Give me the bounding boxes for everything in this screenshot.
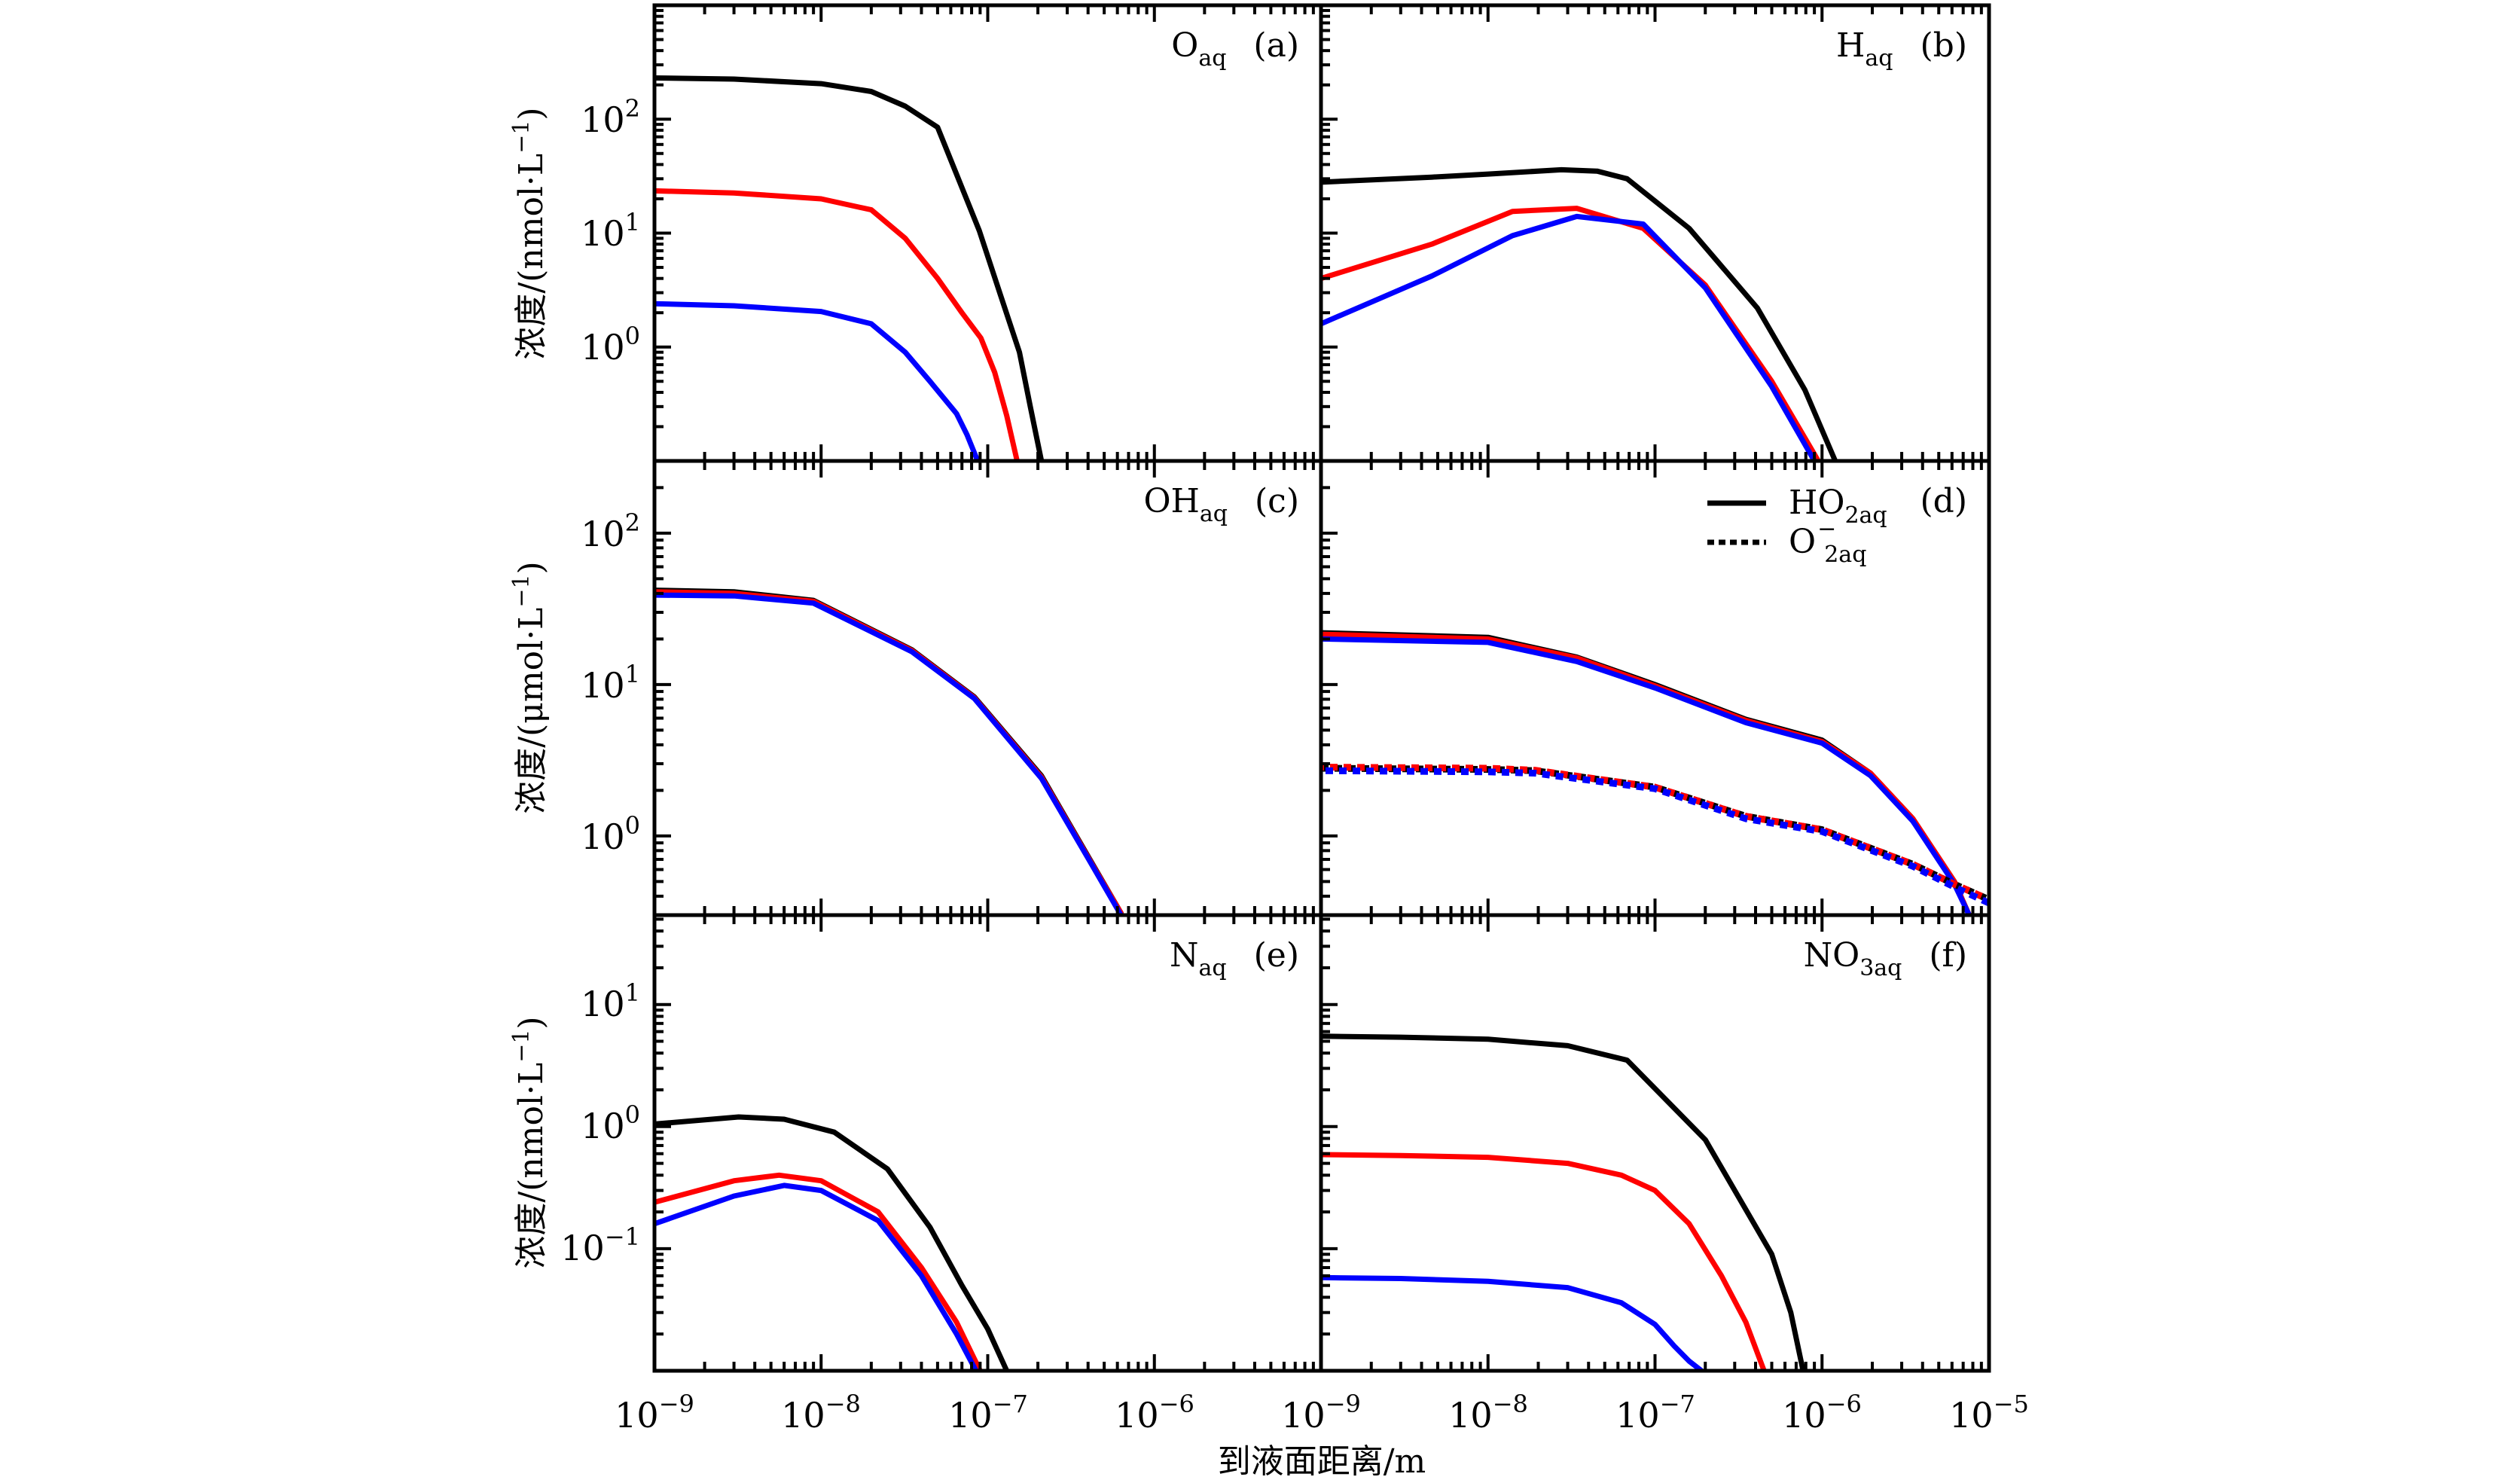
- y-tick-label: 100: [581, 1100, 640, 1146]
- x-tick-label: 10−8: [781, 1390, 861, 1436]
- y-tick-labels-row-1: 100 101 102: [581, 94, 640, 368]
- series-a-blue-solid: [654, 301, 981, 461]
- y-tick-label: 101: [581, 660, 640, 706]
- series-a-black-solid: [654, 75, 1045, 461]
- x-tick-label: 10−7: [948, 1390, 1028, 1436]
- panel-d-curves: [1321, 630, 1989, 915]
- y-tick-labels-row-2: 100 101 102: [581, 508, 640, 857]
- legend-label-ho2: HO2aq: [1789, 484, 1887, 529]
- panel-e-frame: [652, 913, 1323, 1373]
- panel-c-curves: [654, 587, 1124, 915]
- y-tick-label: 102: [581, 94, 640, 140]
- y-tick-labels-row-3: 10−1 100 101: [560, 978, 640, 1268]
- series-c-blue-solid: [654, 592, 1124, 915]
- y-tick-label: 102: [581, 508, 640, 554]
- y-axis-label-row-2: 浓度/(μmol·L−1): [508, 561, 551, 813]
- x-axis-label: 到液面距离/m: [1218, 1442, 1426, 1481]
- frames-layer: [652, 3, 1991, 1373]
- y-tick-label: 101: [581, 208, 640, 254]
- legend: HO2aq O− 2aq: [1707, 484, 1887, 568]
- panel-title-e: Naq (e): [1170, 936, 1299, 981]
- y-tick-label: 10−1: [560, 1222, 640, 1268]
- panel-a-ticks: [653, 4, 1323, 462]
- panel-f-curves: [1321, 1033, 1806, 1371]
- series-f-red-solid: [1321, 1152, 1767, 1371]
- x-tick-label: 10−6: [1782, 1390, 1862, 1436]
- x-tick-labels: 10−9 10−8 10−7 10−6 10−9 10−8 10−7 10−6 …: [615, 1390, 2029, 1436]
- x-tick-label: 10−6: [1115, 1390, 1194, 1436]
- series-a-red-solid: [654, 188, 1020, 461]
- series-f-black-solid: [1321, 1033, 1806, 1371]
- series-b-blue-solid: [1321, 213, 1817, 461]
- series-b-black-solid: [1321, 166, 1838, 461]
- panel-title-f: NO3aq (f): [1804, 936, 1967, 981]
- series-e-red-solid: [654, 1172, 983, 1371]
- x-tick-label: 10−5: [1949, 1390, 2029, 1436]
- panel-f-frame: [1319, 913, 1991, 1373]
- x-tick-label: 10−7: [1615, 1390, 1695, 1436]
- legend-label-o2: O− 2aq: [1789, 516, 1866, 568]
- x-tick-label: 10−8: [1448, 1390, 1528, 1436]
- panel-e-ticks: [653, 915, 1323, 1372]
- panel-c-frame: [652, 459, 1323, 917]
- series-e-black-solid: [654, 1114, 1010, 1371]
- y-axis-label-row-1: 浓度/(nmol·L−1): [508, 107, 551, 359]
- x-tick-label: 10−9: [615, 1390, 694, 1436]
- series-f-blue-solid: [1321, 1274, 1704, 1371]
- panel-title-c: OHaq (c): [1143, 482, 1299, 527]
- panel-e-curves: [654, 1114, 1010, 1371]
- panel-title-b: Haq (b): [1836, 26, 1967, 72]
- y-axis-label-row-3: 浓度/(nmol·L−1): [508, 1016, 551, 1268]
- panel-a-frame: [652, 3, 1323, 463]
- panel-title-d: (d): [1921, 482, 1968, 520]
- panel-a-curves: [654, 75, 1045, 461]
- series-e-blue-solid: [654, 1182, 979, 1371]
- curves-layer: [654, 75, 1989, 1371]
- y-tick-label: 100: [581, 811, 640, 857]
- panel-f-ticks: [1319, 915, 1991, 1372]
- series-d-blue-solid: [1321, 636, 1972, 915]
- panel-c-ticks: [653, 459, 1323, 917]
- panel-b-curves: [1321, 166, 1838, 461]
- y-tick-label: 100: [581, 322, 640, 368]
- x-tick-label: 10−9: [1281, 1390, 1361, 1436]
- series-b-red-solid: [1321, 206, 1821, 461]
- y-tick-label: 101: [581, 978, 640, 1024]
- series-d-blue-dotted: [1321, 767, 1989, 907]
- panel-title-a: Oaq (a): [1171, 26, 1299, 72]
